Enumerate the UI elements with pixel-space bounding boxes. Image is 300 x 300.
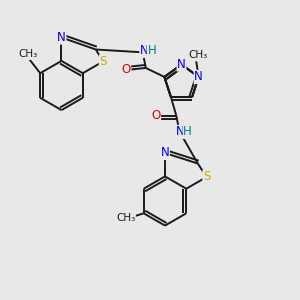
Text: N: N (176, 125, 184, 138)
Text: N: N (160, 146, 169, 160)
Text: N: N (194, 70, 203, 83)
Text: N: N (57, 31, 66, 44)
Text: H: H (147, 44, 156, 57)
Text: CH₃: CH₃ (188, 50, 207, 60)
Text: S: S (203, 170, 210, 184)
Text: S: S (99, 55, 107, 68)
Text: O: O (151, 109, 160, 122)
Text: H: H (183, 125, 192, 138)
Text: N: N (177, 58, 186, 71)
Text: CH₃: CH₃ (116, 213, 135, 224)
Text: CH₃: CH₃ (19, 49, 38, 59)
Text: N: N (140, 44, 149, 57)
Text: O: O (122, 63, 130, 76)
